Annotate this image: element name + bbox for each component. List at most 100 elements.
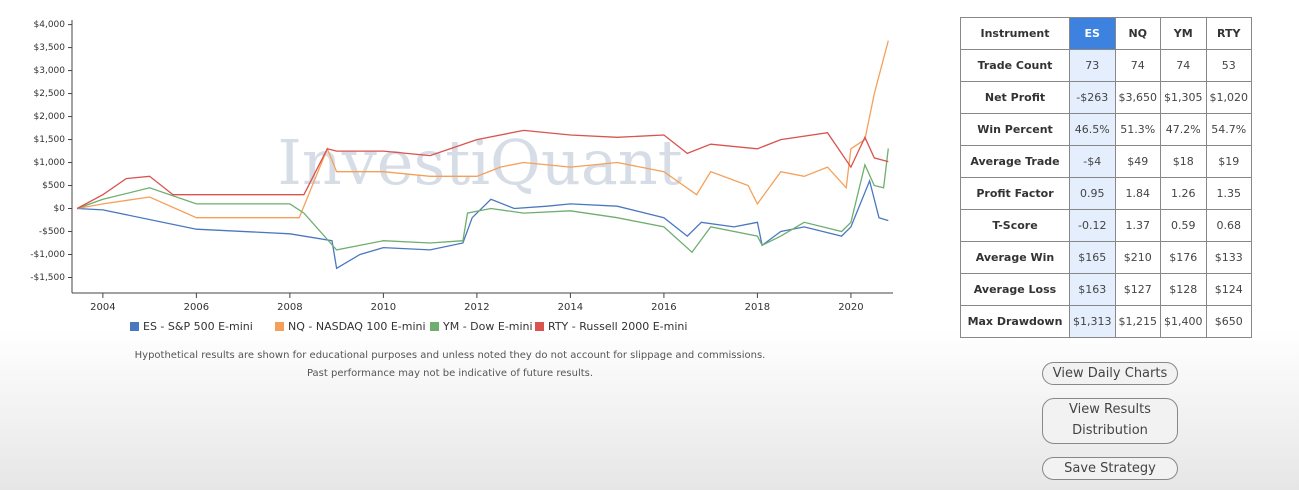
- table-cell: $19: [1205, 145, 1252, 178]
- table-cell: $1,215: [1114, 305, 1161, 338]
- table-cell: 74: [1160, 49, 1207, 82]
- x-tick-label: 2004: [90, 302, 115, 313]
- table-cell: 51.3%: [1114, 113, 1161, 146]
- row-label: Win Percent: [960, 113, 1070, 146]
- y-tick-label: -$1,000: [30, 250, 65, 260]
- table-row: Net Profit -$263 $3,650 $1,305 $1,020: [960, 81, 1252, 114]
- row-label: Profit Factor: [960, 177, 1070, 210]
- y-tick-label: $2,500: [34, 89, 66, 99]
- y-tick-label: $0: [54, 204, 66, 214]
- header-cell: YM: [1160, 17, 1207, 50]
- table-cell: $3,650: [1114, 81, 1161, 114]
- y-tick-label: $500: [42, 181, 65, 191]
- table-cell: 53: [1205, 49, 1252, 82]
- table-cell: $127: [1114, 273, 1161, 306]
- table-cell: $128: [1160, 273, 1207, 306]
- table-cell: $18: [1160, 145, 1207, 178]
- table-cell: 1.35: [1205, 177, 1252, 210]
- table-cell: 1.37: [1114, 209, 1161, 242]
- series-line: [76, 148, 889, 254]
- x-tick-label: 2008: [277, 302, 302, 313]
- table-row: Average Win $165 $210 $176 $133: [960, 241, 1252, 274]
- row-label: Average Win: [960, 241, 1070, 274]
- row-label: Net Profit: [960, 81, 1070, 114]
- table-row: Win Percent 46.5% 51.3% 47.2% 54.7%: [960, 113, 1252, 146]
- legend-label: ES - S&P 500 E-mini: [143, 320, 253, 333]
- y-tick-label: -$1,500: [30, 273, 65, 283]
- table-row: Max Drawdown $1,313 $1,215 $1,400 $650: [960, 305, 1252, 338]
- legend-swatch: [130, 322, 139, 331]
- table-cell: -$4: [1069, 145, 1116, 178]
- x-tick-label: 2020: [838, 302, 863, 313]
- y-tick-label: $2,000: [34, 112, 66, 122]
- button[interactable]: View Daily Charts: [1042, 362, 1178, 385]
- table-cell: 73: [1069, 49, 1116, 82]
- legend-label: RTY - Russell 2000 E-mini: [548, 320, 687, 333]
- x-tick-label: 2016: [651, 302, 676, 313]
- x-tick-label: 2014: [558, 302, 583, 313]
- table-cell: $124: [1205, 273, 1252, 306]
- y-tick-label: -$500: [39, 227, 65, 237]
- table-row: Profit Factor 0.95 1.84 1.26 1.35: [960, 177, 1252, 210]
- table-cell: $165: [1069, 241, 1116, 274]
- table-row: Average Trade -$4 $49 $18 $19: [960, 145, 1252, 178]
- button[interactable]: View Results Distribution: [1042, 398, 1178, 444]
- table-cell: 0.68: [1205, 209, 1252, 242]
- chart: InvestiQuant -$1,500-$1,000-$500$0$500$1…: [30, 20, 893, 379]
- y-tick-label: $1,000: [34, 158, 66, 168]
- disclaimer: Past performance may not be indicative o…: [307, 368, 593, 379]
- row-label: Average Trade: [960, 145, 1070, 178]
- table-cell: 74: [1114, 49, 1161, 82]
- legend-swatch: [535, 322, 544, 331]
- table-cell: $176: [1160, 241, 1207, 274]
- table-cell: $163: [1069, 273, 1116, 306]
- table-cell: $1,020: [1205, 81, 1252, 114]
- header-row: Instrument ES NQ YM RTY: [960, 17, 1252, 50]
- table-row: T-Score -0.12 1.37 0.59 0.68: [960, 209, 1252, 242]
- table-cell: 46.5%: [1069, 113, 1116, 146]
- table-cell: $1,400: [1160, 305, 1207, 338]
- table-cell: $49: [1114, 145, 1161, 178]
- header-cell: RTY: [1205, 17, 1252, 50]
- header-cell: ES: [1069, 17, 1116, 50]
- legend-swatch: [275, 322, 284, 331]
- series-line: [76, 129, 889, 210]
- table-cell: -$263: [1069, 81, 1116, 114]
- y-tick-label: $3,500: [34, 43, 66, 53]
- x-tick-label: 2012: [464, 302, 489, 313]
- table-cell: $133: [1205, 241, 1252, 274]
- y-tick-label: $3,000: [34, 66, 66, 76]
- button[interactable]: Save Strategy: [1042, 457, 1178, 480]
- results-table: Instrument ES NQ YM RTY Trade Count 73 74 74 53 Ne…: [960, 17, 1252, 338]
- header-cell: NQ: [1114, 17, 1161, 50]
- x-tick-label: 2018: [745, 302, 770, 313]
- table-cell: $1,313: [1069, 305, 1116, 338]
- table-cell: 1.26: [1160, 177, 1207, 210]
- row-label: Average Loss: [960, 273, 1070, 306]
- table-cell: 1.84: [1114, 177, 1161, 210]
- table-row: Average Loss $163 $127 $128 $124: [960, 273, 1252, 306]
- table-cell: 47.2%: [1160, 113, 1207, 146]
- table-row: Trade Count 73 74 74 53: [960, 49, 1252, 82]
- row-label: T-Score: [960, 209, 1070, 242]
- legend-label: NQ - NASDAQ 100 E-mini: [288, 320, 426, 333]
- table-cell: 54.7%: [1205, 113, 1252, 146]
- table-cell: $210: [1114, 241, 1161, 274]
- series-line: [77, 178, 889, 270]
- legend-label: YM - Dow E-mini: [442, 320, 533, 333]
- row-label: Max Drawdown: [960, 305, 1070, 338]
- table-cell: 0.95: [1069, 177, 1116, 210]
- y-tick-label: $4,000: [34, 20, 66, 30]
- x-tick-label: 2006: [184, 302, 209, 313]
- series-line: [76, 40, 889, 219]
- table-cell: 0.59: [1160, 209, 1207, 242]
- x-tick-label: 2010: [371, 302, 396, 313]
- table-cell: $650: [1205, 305, 1252, 338]
- disclaimer: Hypothetical results are shown for educa…: [135, 350, 766, 361]
- legend-swatch: [430, 322, 439, 331]
- header-cell: Instrument: [960, 17, 1070, 50]
- y-tick-label: $1,500: [34, 135, 66, 145]
- table-cell: $1,305: [1160, 81, 1207, 114]
- row-label: Trade Count: [960, 49, 1070, 82]
